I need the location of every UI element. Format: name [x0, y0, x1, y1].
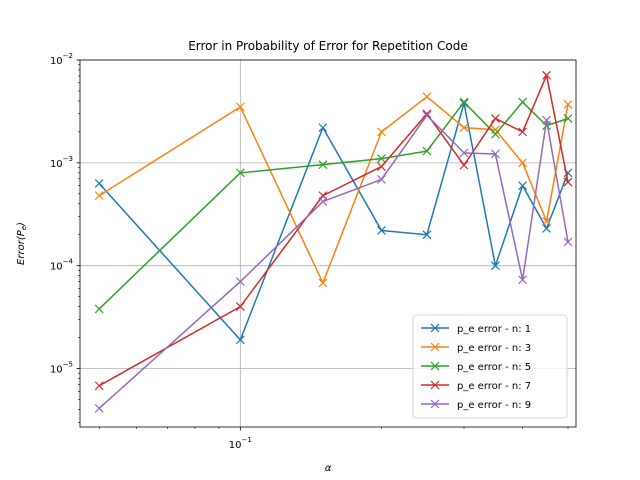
legend-label: p_e error - n: 1 — [457, 324, 531, 335]
legend-marker — [430, 399, 440, 409]
series-3 — [94, 97, 573, 314]
y-axis-label-close: ) — [16, 222, 27, 227]
series-2 — [94, 92, 573, 288]
data-point — [94, 191, 104, 201]
data-point — [459, 160, 469, 170]
data-point — [518, 97, 528, 107]
legend-label: p_e error - n: 7 — [457, 381, 531, 392]
series-line — [98, 74, 569, 387]
data-point — [377, 226, 386, 235]
data-point — [490, 129, 500, 139]
data-point — [318, 197, 328, 207]
data-point — [542, 224, 551, 233]
tick-base: 10 — [50, 262, 63, 273]
legend-entry: p_e error - n: 3 — [421, 342, 531, 354]
data-point — [563, 99, 573, 109]
legend-entry: p_e error - n: 9 — [421, 399, 531, 411]
data-point — [422, 92, 432, 102]
y-tick-label: 10−3 — [50, 155, 73, 170]
data-point — [518, 158, 528, 168]
legend-box — [412, 314, 568, 419]
data-point — [422, 110, 432, 120]
legend-marker — [430, 380, 440, 390]
legend-marker — [430, 342, 440, 352]
y-tick-label: 10−5 — [50, 361, 73, 376]
y-axis-label-subscript: e — [20, 226, 28, 230]
tick-exponent: −5 — [63, 361, 73, 369]
data-point — [490, 114, 500, 123]
data-point — [518, 181, 528, 191]
series-line — [98, 101, 569, 310]
chart-title: Error in Probability of Error for Repeti… — [188, 39, 468, 53]
data-point — [563, 114, 573, 123]
data-point — [563, 177, 573, 187]
data-point — [377, 127, 386, 137]
data-point — [490, 149, 500, 159]
data-point — [318, 278, 328, 288]
data-point — [459, 97, 469, 107]
data-point — [377, 162, 386, 171]
y-axis-label: Error(Pe) — [16, 222, 28, 265]
data-point — [422, 230, 432, 240]
legend-entry: p_e error - n: 5 — [421, 361, 531, 373]
data-point — [235, 277, 245, 287]
data-point — [542, 115, 551, 125]
y-axis-label-main: Error(P — [16, 229, 27, 265]
data-point — [563, 237, 573, 247]
series-5 — [94, 110, 573, 413]
legend: p_e error - n: 1 p_e error - n: 3 p_e erro… — [412, 314, 568, 419]
series-layer — [94, 70, 573, 413]
data-point — [459, 123, 469, 133]
legend-label: p_e error - n: 3 — [457, 343, 531, 354]
tick-exponent: −3 — [63, 155, 73, 163]
data-point — [377, 174, 386, 184]
y-tick-label: 10−2 — [50, 52, 73, 67]
data-point — [377, 154, 386, 164]
data-point — [94, 179, 104, 188]
series-line — [98, 102, 569, 341]
data-point — [235, 102, 245, 112]
legend-label: p_e error - n: 5 — [457, 362, 531, 373]
x-axis-label: α — [325, 463, 332, 474]
data-point — [459, 148, 469, 158]
y-tick-label: 10−4 — [50, 258, 74, 273]
legend-label: p_e error - n: 9 — [457, 400, 531, 411]
data-point — [542, 70, 551, 80]
data-point — [422, 146, 432, 156]
data-point — [318, 160, 328, 170]
data-point — [490, 261, 500, 271]
axes-frame — [79, 59, 577, 428]
series-line — [98, 114, 569, 409]
tick-base: 10 — [229, 440, 242, 451]
data-point — [94, 381, 104, 391]
tick-base: 10 — [50, 159, 63, 170]
tick-exponent: −1 — [242, 436, 252, 444]
data-point — [235, 335, 245, 345]
data-point — [518, 275, 528, 285]
data-point — [422, 109, 432, 119]
series-line — [98, 95, 569, 284]
tick-base: 10 — [50, 56, 63, 67]
tick-exponent: −2 — [63, 52, 73, 60]
data-point — [518, 127, 528, 137]
data-point — [94, 403, 104, 413]
data-point — [318, 123, 328, 133]
series-1 — [94, 98, 573, 345]
legend-entry: p_e error - n: 1 — [421, 323, 531, 335]
legend-entry: p_e error - n: 7 — [421, 380, 531, 392]
tick-exponent: −4 — [63, 258, 74, 266]
data-point — [94, 304, 104, 314]
ticks: 10−110−510−410−310−2 — [50, 52, 569, 451]
x-tick-label: 10−1 — [229, 436, 252, 451]
legend-marker — [430, 323, 440, 333]
data-point — [542, 216, 551, 226]
tick-base: 10 — [50, 365, 63, 376]
data-point — [235, 168, 245, 178]
data-point — [235, 302, 245, 312]
legend-marker — [430, 361, 440, 371]
